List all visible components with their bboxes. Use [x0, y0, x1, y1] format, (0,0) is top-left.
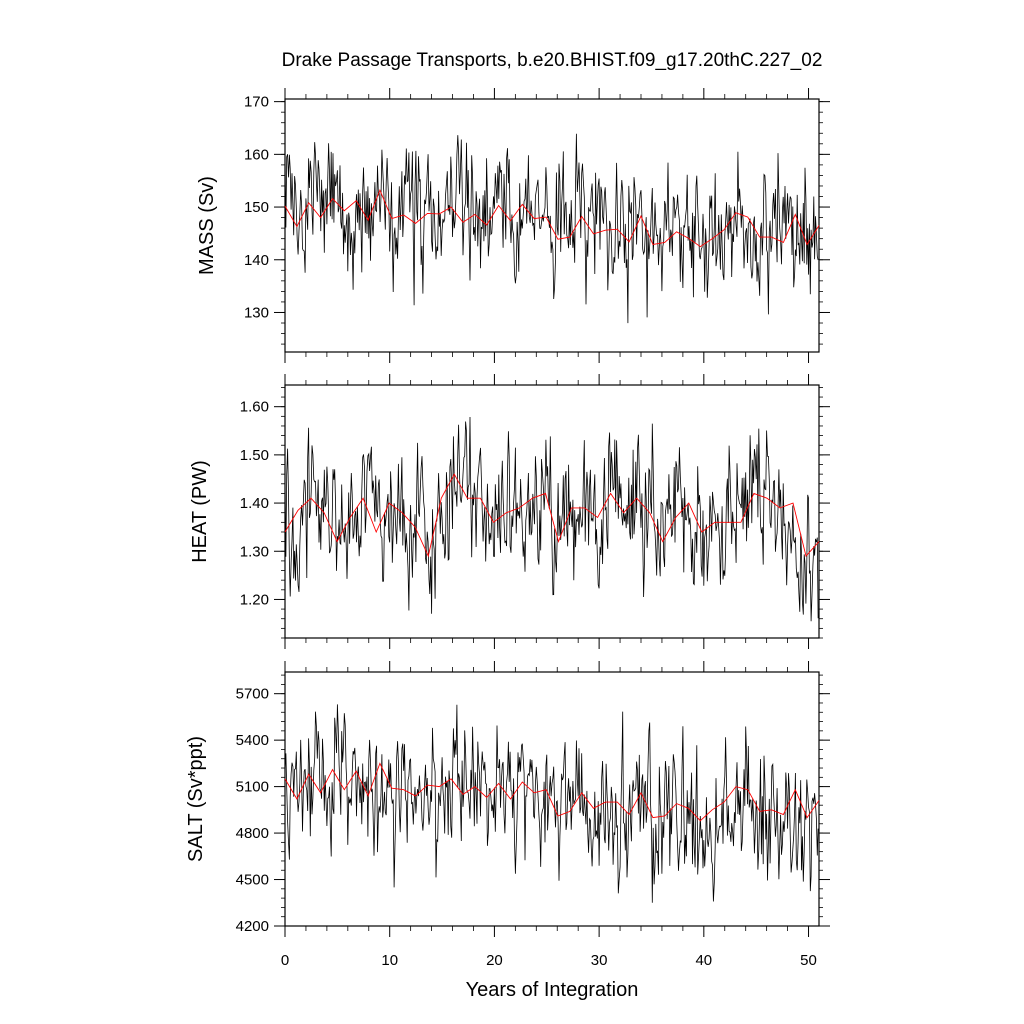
salt-y-axis-label: SALT (Sv*ppt)	[185, 736, 207, 862]
mass-y-tick-label: 130	[244, 304, 269, 321]
x-tick-label: 0	[281, 952, 289, 969]
salt-y-tick-label: 5700	[236, 686, 269, 703]
mass-y-tick-label: 160	[244, 146, 269, 163]
salt-y-tick-label: 5400	[236, 732, 269, 749]
salt-y-tick-label: 5100	[236, 779, 269, 796]
chart-title: Drake Passage Transports, b.e20.BHIST.f0…	[282, 50, 823, 71]
x-tick-label: 50	[800, 952, 817, 969]
mass-panel: MASS (Sv) 130 140 150 160 170	[196, 88, 830, 363]
heat-annual-mean-series	[284, 473, 820, 558]
salt-annual-mean-series	[284, 762, 820, 822]
heat-monthly-series	[284, 416, 819, 622]
salt-y-tick-label: 4500	[236, 872, 269, 889]
heat-panel: HEAT (PW) 1.20 1.30 1.40 1.50 1.60	[189, 374, 830, 649]
salt-panel: SALT (Sv*ppt) 4200 4500 4800 5100 5400 5700	[185, 661, 830, 937]
heat-y-tick-label: 1.20	[240, 591, 269, 608]
heat-y-axis-label: HEAT (PW)	[189, 460, 211, 563]
heat-y-tick-label: 1.60	[240, 399, 269, 416]
x-tick-label: 40	[695, 952, 712, 969]
x-axis-label: Years of Integration	[466, 979, 639, 1001]
mass-y-tick-label: 170	[244, 94, 269, 111]
heat-y-tick-label: 1.50	[240, 447, 269, 464]
mass-y-tick-label: 150	[244, 199, 269, 216]
x-tick-label: 10	[381, 952, 398, 969]
x-tick-label: 20	[486, 952, 503, 969]
salt-y-tick-label: 4800	[236, 825, 269, 842]
salt-monthly-series	[284, 704, 819, 903]
mass-y-tick-label: 140	[244, 252, 269, 269]
salt-plot-frame	[284, 671, 820, 927]
mass-y-axis-label: MASS (Sv)	[196, 176, 218, 275]
heat-y-tick-label: 1.40	[240, 495, 269, 512]
x-tick-label: 30	[591, 952, 608, 969]
salt-y-tick-label: 4200	[236, 918, 269, 935]
mass-monthly-series	[284, 133, 819, 324]
heat-y-tick-label: 1.30	[240, 543, 269, 560]
mass-annual-mean-series	[284, 189, 820, 248]
